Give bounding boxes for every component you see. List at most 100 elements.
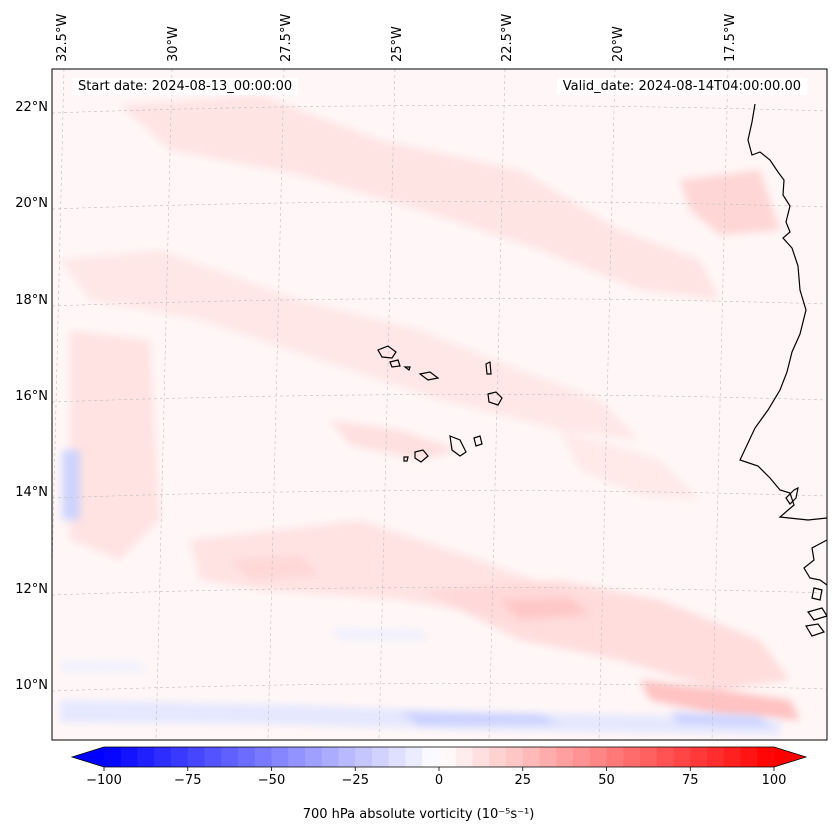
colorbar-segment (757, 747, 775, 767)
guinea-coast-fragment (811, 587, 823, 601)
lat-label-12n: 12°N (15, 582, 48, 597)
fogo-island (414, 449, 429, 463)
bissagos-island-1 (806, 607, 827, 621)
map-frame (51, 68, 828, 741)
meridian-gridline (155, 69, 173, 740)
parallel-gridline (52, 201, 827, 210)
coastline-layer (377, 103, 827, 637)
lat-label-18n: 18°N (15, 293, 48, 308)
meridian-gridline (598, 69, 616, 740)
colorbar-segment (740, 747, 758, 767)
sao-nicolau-island (418, 371, 440, 381)
colorbar-segment (723, 747, 741, 767)
lon-label-30w: 30°W (166, 26, 181, 62)
colorbar-segment (606, 747, 624, 767)
colorbar-segment (221, 747, 239, 767)
lon-label-22-5w: 22.5°W (500, 14, 515, 62)
lat-label-16n: 16°N (15, 389, 48, 404)
lat-label-20n: 20°N (15, 196, 48, 211)
colorbar-segment (690, 747, 708, 767)
lon-label-27-5w: 27.5°W (279, 14, 294, 62)
colorbar-segment (271, 747, 289, 767)
colorbar-segment (388, 747, 406, 767)
santa-luzia-islet (403, 366, 411, 371)
colorbar-label: 700 hPa absolute vorticity (10⁻⁵s⁻¹) (302, 807, 535, 822)
colorbar-max-extend-arrow (774, 747, 806, 767)
start-date-annotation: Start date: 2024-08-13_00:00:00 (72, 78, 299, 95)
colorbar-tick-label: −50 (258, 773, 285, 788)
valid-date-annotation: Valid_date: 2024-08-14T04:00:00.00 (556, 78, 807, 95)
colorbar-segment (238, 747, 256, 767)
colorbar-tick-label: 0 (435, 773, 443, 788)
colorbar-segment (305, 747, 323, 767)
colorbar-segments (104, 747, 775, 767)
parallel-gridline (52, 683, 827, 692)
lon-label-17-5w: 17.5°W (723, 14, 738, 62)
sal-island (485, 361, 492, 375)
colorbar-segment (539, 747, 557, 767)
colorbar-segment (556, 747, 574, 767)
brava-island (403, 456, 409, 462)
colorbar-segment (372, 747, 390, 767)
colorbar-tick-label: 75 (682, 773, 699, 788)
colorbar-segment (472, 747, 490, 767)
boa-vista-island (487, 391, 503, 406)
santo-antao-island (377, 345, 397, 359)
parallel-gridline (52, 490, 827, 499)
vorticity-field (52, 69, 827, 740)
colorbar: −100 −75 −50 −25 0 25 50 75 100 (70, 746, 808, 788)
colorbar-tick-label: 50 (598, 773, 615, 788)
colorbar-segment (656, 747, 674, 767)
latitude-labels: 22°N 20°N 18°N 16°N 14°N 12°N 10°N (15, 100, 48, 693)
colorbar-segment (422, 747, 440, 767)
colorbar-segment (589, 747, 607, 767)
colorbar-segment (137, 747, 155, 767)
colorbar-segment (673, 747, 691, 767)
parallel-gridline (52, 394, 827, 403)
gambia-inlet (785, 486, 799, 505)
meridian-gridline (488, 69, 506, 740)
colorbar-segment (455, 747, 473, 767)
meridian-gridline (267, 69, 285, 740)
lat-label-22n: 22°N (15, 100, 48, 115)
colorbar-segment (204, 747, 222, 767)
colorbar-segment (439, 747, 457, 767)
colorbar-ticks: −100 −75 −50 −25 0 25 50 75 100 (86, 767, 786, 788)
longitude-labels: 32.5°W 30°W 27.5°W 25°W 22.5°W 20°W 17.5… (55, 14, 738, 62)
gridlines (52, 69, 827, 740)
meridian-gridline (711, 69, 729, 740)
colorbar-segment (522, 747, 540, 767)
colorbar-segment (489, 747, 507, 767)
colorbar-min-extend-arrow (72, 747, 104, 767)
sao-vicente-island (389, 359, 401, 368)
colorbar-segment (321, 747, 339, 767)
colorbar-tick-label: −100 (86, 773, 122, 788)
colorbar-segment (707, 747, 725, 767)
colorbar-segment (254, 747, 272, 767)
colorbar-tick-label: 25 (514, 773, 531, 788)
parallel-gridline (52, 105, 827, 114)
colorbar-segment (104, 747, 122, 767)
colorbar-segment (338, 747, 356, 767)
negative-vorticity-bands (60, 450, 780, 735)
lat-label-10n: 10°N (15, 678, 48, 693)
colorbar-segment (355, 747, 373, 767)
colorbar-segment (573, 747, 591, 767)
lon-label-32-5w: 32.5°W (55, 14, 70, 62)
meridian-gridline (378, 69, 396, 740)
colorbar-segment (506, 747, 524, 767)
colorbar-tick-label: −25 (342, 773, 369, 788)
bissagos-island-2 (805, 623, 825, 637)
lon-label-25w: 25°W (390, 26, 405, 62)
santiago-island (449, 435, 467, 457)
colorbar-segment (120, 747, 138, 767)
colorbar-segment (187, 747, 205, 767)
colorbar-segment (288, 747, 306, 767)
positive-vorticity-bands (60, 95, 800, 720)
maio-island (473, 435, 483, 447)
lat-label-14n: 14°N (15, 485, 48, 500)
colorbar-segment (154, 747, 172, 767)
colorbar-tick-label: −75 (174, 773, 201, 788)
colorbar-segment (623, 747, 641, 767)
parallel-gridline (52, 587, 827, 596)
